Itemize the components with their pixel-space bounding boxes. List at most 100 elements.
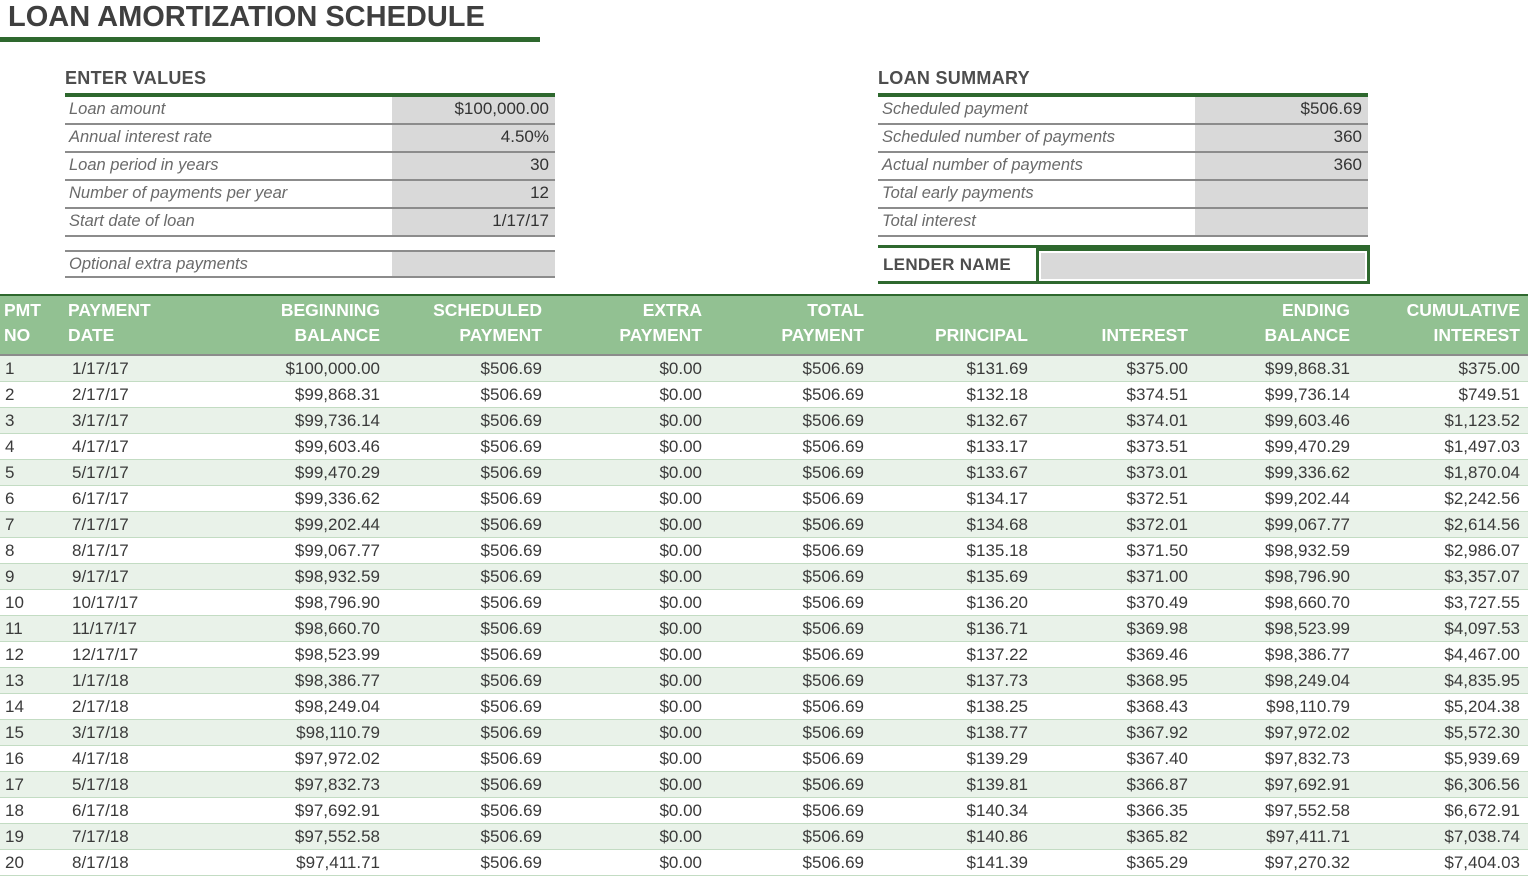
cell: $506.69 [710,615,872,642]
scheduled-number-row: Scheduled number of payments 360 [878,125,1368,153]
cell: $97,411.71 [186,849,388,876]
cell: $98,932.59 [1196,537,1358,564]
cell: $98,796.90 [186,589,388,616]
cell: 17 [0,771,64,798]
cell: 8 [0,537,64,564]
table-row: 15 3/17/18 $98,110.79 $506.69 $0.00 $506.69 $1… [0,719,1528,746]
cell: 13 [0,667,64,694]
cell: $98,660.70 [1196,589,1358,616]
cell: $2,986.07 [1358,537,1528,564]
cell: $375.00 [1358,354,1528,382]
cell: $135.69 [872,563,1036,590]
col-header: TOTAL PAYMENT [710,295,872,356]
cell: $0.00 [550,667,710,694]
table-row: 13 1/17/18 $98,386.77 $506.69 $0.00 $506.69 $1… [0,667,1528,694]
table-row: 7 7/17/17 $99,202.44 $506.69 $0.00 $506.69 $13… [0,511,1528,538]
cell: $506.69 [710,537,872,564]
cell: $371.50 [1036,537,1196,564]
cell: $97,692.91 [1196,771,1358,798]
loan-amount-value-cell[interactable]: $100,000.00 [392,97,555,123]
cell: 10 [0,589,64,616]
cell: $506.69 [388,459,550,486]
cell: $0.00 [550,589,710,616]
table-row: 1 1/17/17 $100,000.00 $506.69 $0.00 $506.69 $1… [0,354,1528,382]
cell: $506.69 [710,381,872,408]
col-header: CUMULATIVE INTEREST [1358,295,1528,356]
cell: $136.71 [872,615,1036,642]
start-date-value-cell[interactable]: 1/17/17 [392,209,555,235]
cell: 3/17/17 [64,407,186,434]
cell: $506.69 [710,433,872,460]
table-row: 4 4/17/17 $99,603.46 $506.69 $0.00 $506.69 $13… [0,433,1528,460]
cell: $506.69 [710,589,872,616]
cell: 9 [0,563,64,590]
schedule-body: 1 1/17/17 $100,000.00 $506.69 $0.00 $506.69 $1… [0,354,1528,876]
cell: $99,067.77 [186,537,388,564]
cell: $506.69 [388,354,550,382]
cell: $98,523.99 [186,641,388,668]
cell: $99,067.77 [1196,511,1358,538]
cell: $370.49 [1036,589,1196,616]
cell: 12 [0,641,64,668]
cell: $506.69 [388,797,550,824]
lender-name-input[interactable] [1036,248,1370,284]
interest-rate-value-cell[interactable]: 4.50% [392,125,555,151]
cell: $99,868.31 [1196,354,1358,382]
cell: $506.69 [388,381,550,408]
cell: $368.43 [1036,693,1196,720]
optional-extra-payments-value-cell[interactable] [392,252,555,276]
table-row: 17 5/17/18 $97,832.73 $506.69 $0.00 $506.69 $1… [0,771,1528,798]
cell: 5/17/18 [64,771,186,798]
cell: 1 [0,354,64,382]
loan-period-value-cell[interactable]: 30 [392,153,555,179]
cell: $506.69 [388,615,550,642]
cell: $139.29 [872,745,1036,772]
cell: $7,038.74 [1358,823,1528,850]
cell: 2/17/18 [64,693,186,720]
cell: $97,692.91 [186,797,388,824]
cell: $506.69 [388,823,550,850]
cell: $1,123.52 [1358,407,1528,434]
actual-number-value-cell: 360 [1195,153,1368,179]
cell: $100,000.00 [186,354,388,382]
table-row: 11 11/17/17 $98,660.70 $506.69 $0.00 $506.69 $… [0,615,1528,642]
cell: $506.69 [388,641,550,668]
actual-number-row: Actual number of payments 360 [878,153,1368,181]
cell: $0.00 [550,433,710,460]
loan-period-row: Loan period in years 30 [65,153,555,181]
cell: $98,660.70 [186,615,388,642]
cell: $2,614.56 [1358,511,1528,538]
cell: $99,736.14 [1196,381,1358,408]
cell: $0.00 [550,563,710,590]
cell: $6,672.91 [1358,797,1528,824]
cell: $506.69 [710,771,872,798]
col-header: ENDING BALANCE [1196,295,1358,356]
cell: $0.00 [550,849,710,876]
table-row: 9 9/17/17 $98,932.59 $506.69 $0.00 $506.69 $13… [0,563,1528,590]
cell: $98,523.99 [1196,615,1358,642]
enter-values-heading: ENTER VALUES [65,68,207,88]
cell: $0.00 [550,354,710,382]
cell: $0.00 [550,641,710,668]
cell: $137.73 [872,667,1036,694]
cell: $98,386.77 [186,667,388,694]
payments-per-year-value-cell[interactable]: 12 [392,181,555,207]
actual-number-label: Actual number of payments [882,156,1083,174]
cell: $98,249.04 [1196,667,1358,694]
cell: $506.69 [710,511,872,538]
scheduled-payment-row: Scheduled payment $506.69 [878,97,1368,125]
table-row: 6 6/17/17 $99,336.62 $506.69 $0.00 $506.69 $13… [0,485,1528,512]
scheduled-payment-value-cell: $506.69 [1195,97,1368,123]
cell: 3 [0,407,64,434]
cell: $97,972.02 [186,745,388,772]
cell: $506.69 [388,667,550,694]
loan-amount-row: Loan amount $100,000.00 [65,97,555,125]
cell: $506.69 [388,433,550,460]
cell: $506.69 [710,485,872,512]
col-header: EXTRA PAYMENT [550,295,710,356]
cell: 19 [0,823,64,850]
scheduled-payment-label: Scheduled payment [882,100,1028,118]
col-header: SCHEDULED PAYMENT [388,295,550,356]
cell: $374.01 [1036,407,1196,434]
cell: $131.69 [872,354,1036,382]
